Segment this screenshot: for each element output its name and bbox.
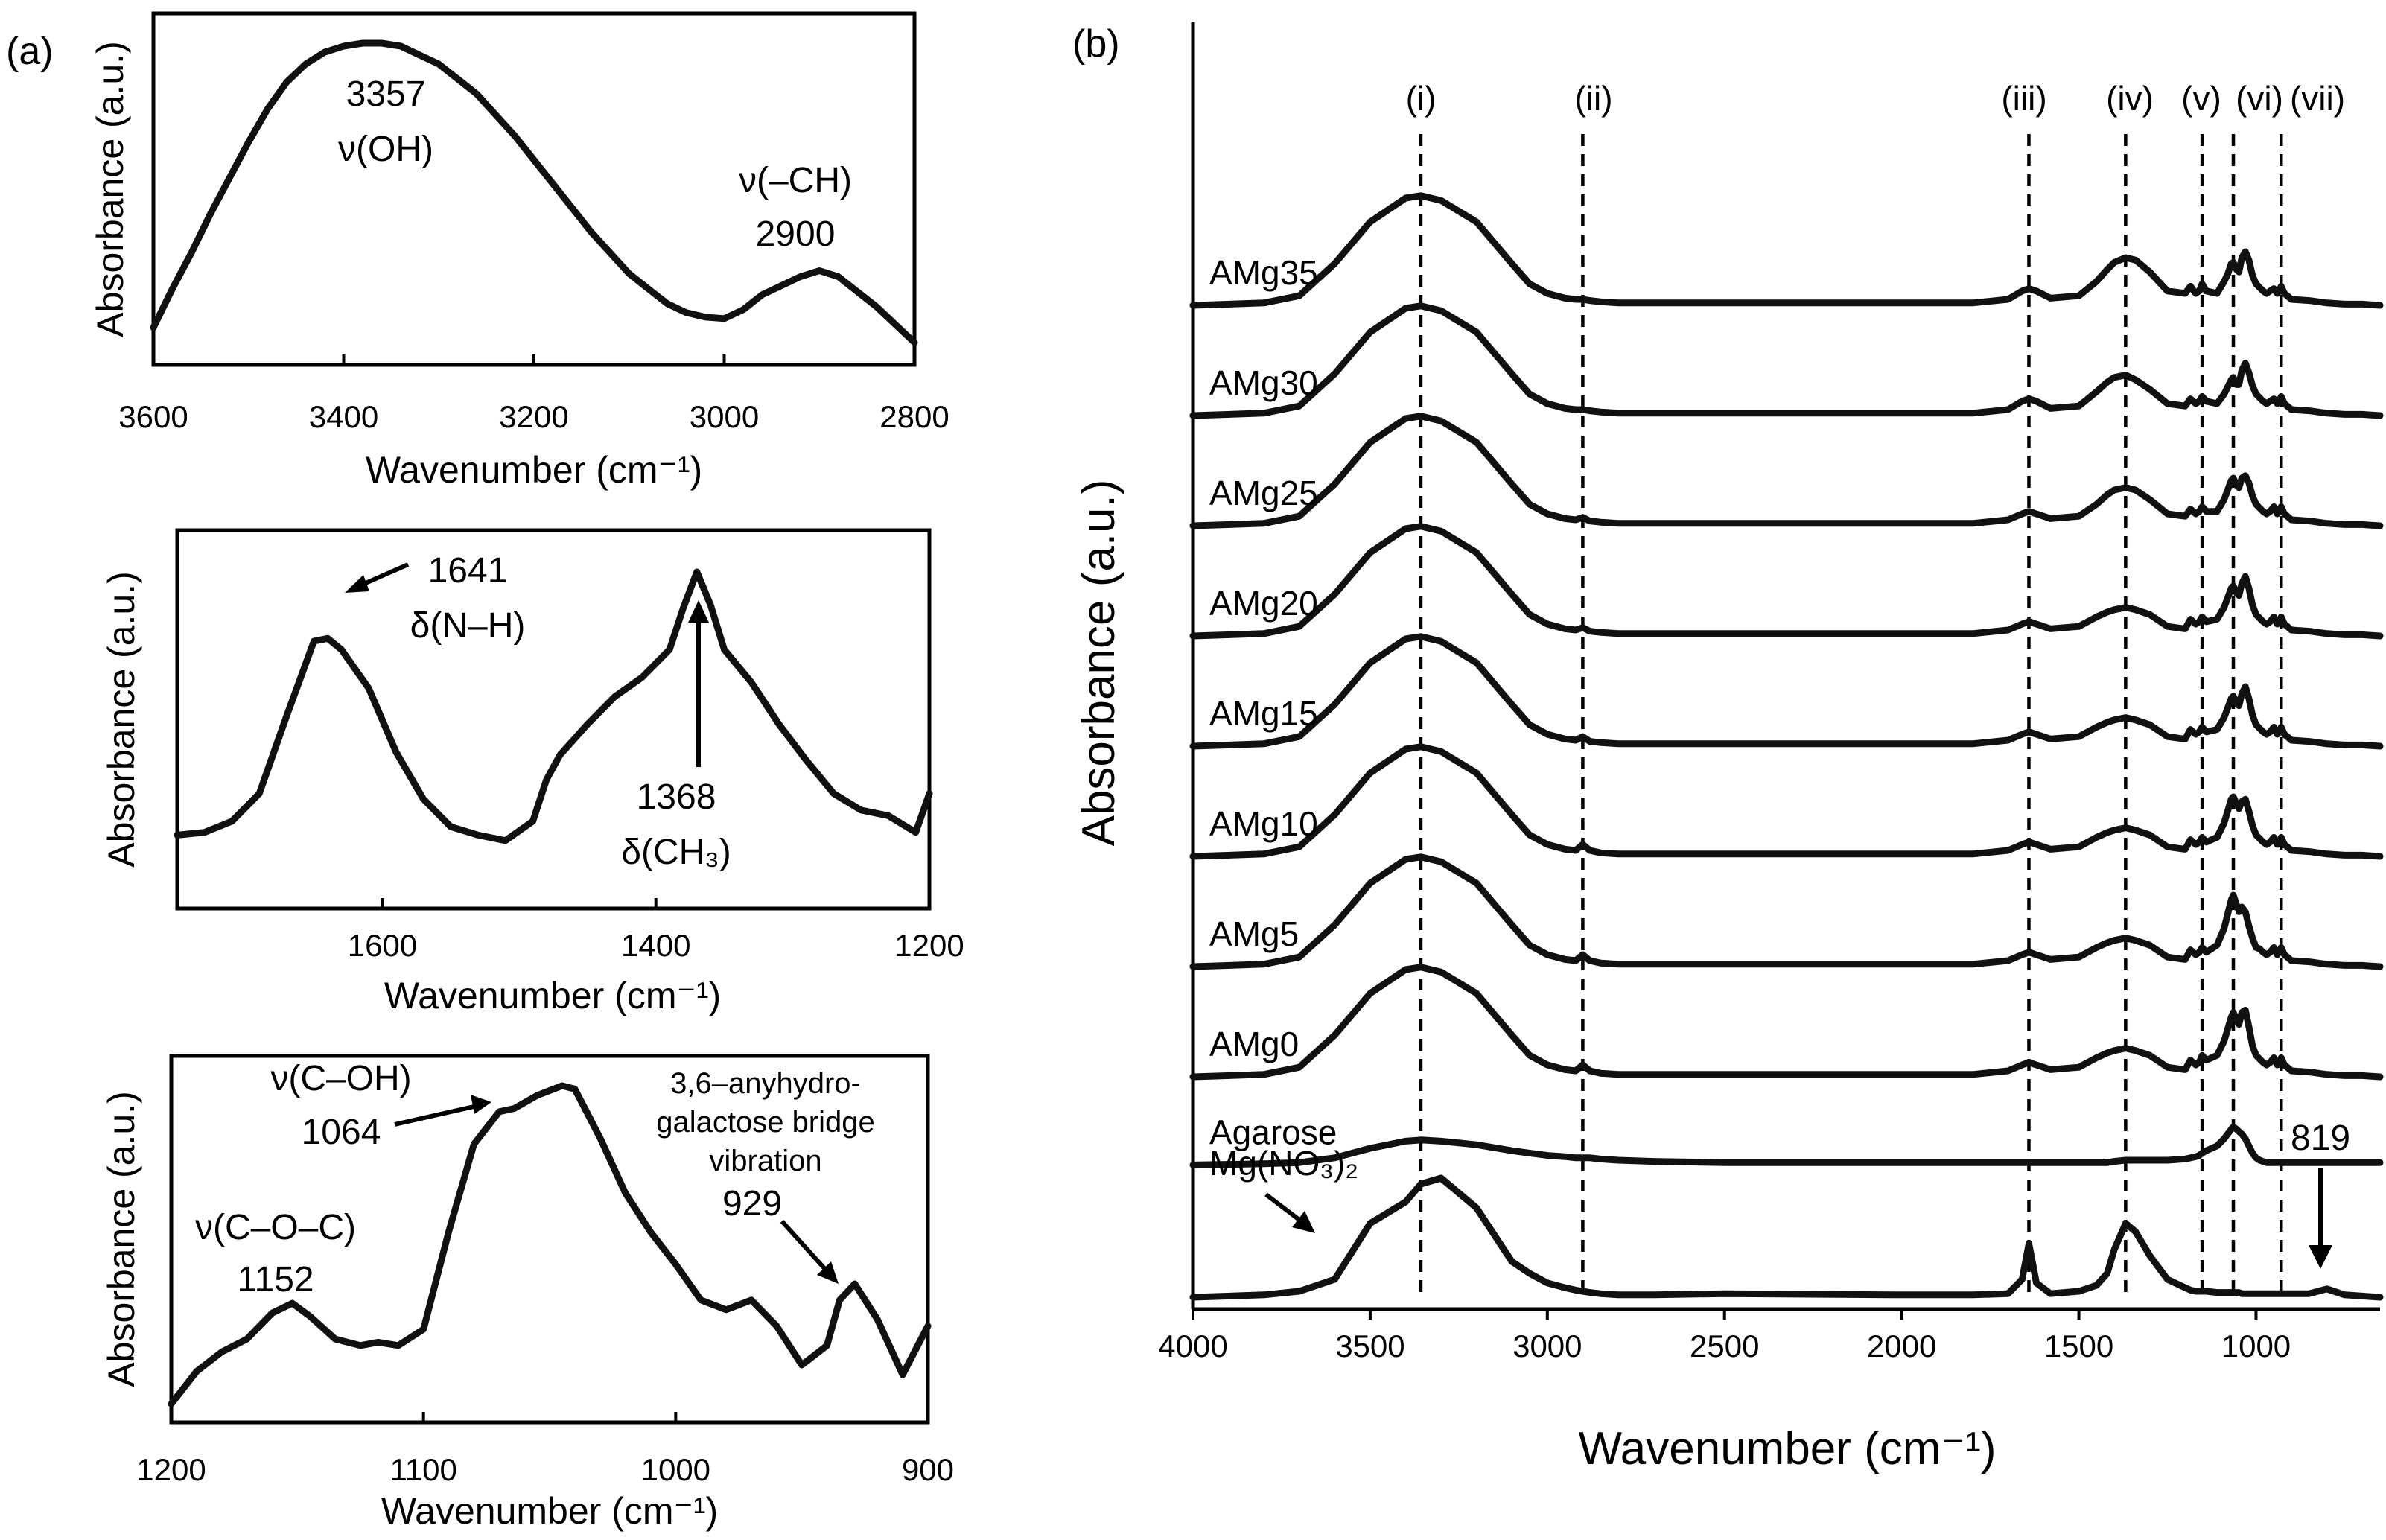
x-tick-label: 2000 bbox=[1867, 1329, 1936, 1364]
annotation-bridge-wavenumber: 929 bbox=[722, 1184, 782, 1224]
x-tick-label: 900 bbox=[902, 1452, 954, 1487]
reference-line-label: (i) bbox=[1406, 79, 1437, 118]
series-label: AMg25 bbox=[1209, 474, 1318, 512]
reference-line-label: (vii) bbox=[2290, 79, 2345, 118]
x-tick-label: 1600 bbox=[348, 928, 417, 963]
y-axis-label: Absorbance (a.u.) bbox=[89, 41, 131, 337]
x-tick-label: 1200 bbox=[894, 928, 964, 963]
arrow-1064 bbox=[394, 1103, 481, 1127]
x-tick-label: 1200 bbox=[136, 1452, 206, 1487]
annotation-coh-label: ν(C–OH) bbox=[270, 1059, 411, 1098]
series-label: AMg20 bbox=[1209, 584, 1318, 623]
spectrum-line bbox=[174, 568, 933, 844]
chart-a3: 1200 1100 1000 900 Absorbance (a.u.) Wavenu… bbox=[101, 1054, 954, 1532]
spectrum-line bbox=[1189, 743, 2384, 860]
x-axis-label: Wavenumber (cm⁻¹) bbox=[1579, 1423, 1997, 1474]
spectrum-line bbox=[1189, 413, 2384, 529]
panel-label-a: (a) bbox=[6, 30, 54, 73]
arrow-mgno3-head bbox=[1292, 1211, 1315, 1233]
x-tick-label: 3000 bbox=[1512, 1329, 1582, 1364]
plot-frame bbox=[169, 1054, 930, 1425]
plot-area: 1200 1100 1000 900 bbox=[136, 1082, 954, 1487]
x-tick-label: 3200 bbox=[499, 399, 568, 434]
x-tick-label: 3500 bbox=[1335, 1329, 1404, 1364]
arrow-819-head bbox=[2309, 1245, 2332, 1269]
annotation-bridge-line2: galactose bridge bbox=[656, 1106, 875, 1139]
x-tick-label: 2800 bbox=[879, 399, 949, 434]
x-tick-label: 1100 bbox=[390, 1452, 457, 1487]
arrow-929 bbox=[780, 1219, 833, 1277]
plot-area: 4000 3500 3000 2500 2000 1500 1000 (i) (ii) (iii)… bbox=[1158, 79, 2384, 1364]
x-tick-label: 2500 bbox=[1690, 1329, 1759, 1364]
annotation-oh-label: ν(OH) bbox=[338, 130, 433, 169]
reference-line-label: (iii) bbox=[2001, 79, 2046, 118]
arrow-1064-head bbox=[471, 1095, 491, 1114]
annotation-nh-label: δ(N–H) bbox=[410, 606, 526, 646]
spectrum-line bbox=[1189, 964, 2384, 1081]
x-axis-label: Wavenumber (cm⁻¹) bbox=[384, 975, 721, 1016]
x-tick-label: 1500 bbox=[2044, 1329, 2113, 1364]
annotation-ch3-wavenumber: 1368 bbox=[637, 777, 716, 817]
series-label: AMg15 bbox=[1209, 694, 1318, 733]
annotation-bridge-line3: vibration bbox=[709, 1145, 821, 1177]
x-tick-label: 4000 bbox=[1158, 1329, 1227, 1364]
annotation-819: 819 bbox=[2291, 1119, 2350, 1158]
spectrum-line bbox=[1189, 633, 2384, 750]
reference-line-label: (v) bbox=[2181, 79, 2221, 118]
annotation-nh-wavenumber: 1641 bbox=[428, 551, 508, 591]
x-tick-label: 3600 bbox=[118, 399, 188, 434]
spectrum-line bbox=[1189, 302, 2384, 419]
spectrum-line bbox=[1189, 853, 2384, 970]
series-label: AMg10 bbox=[1209, 804, 1318, 843]
series-label: AMg0 bbox=[1209, 1025, 1299, 1063]
panel-label-b: (b) bbox=[1072, 22, 1120, 66]
reference-line-label: (iv) bbox=[2106, 79, 2154, 118]
annotation-coc-label: ν(C–O–C) bbox=[195, 1208, 356, 1247]
x-tick-label: 3000 bbox=[690, 399, 759, 434]
reference-line-label: (ii) bbox=[1574, 79, 1612, 118]
x-tick-label: 1000 bbox=[2221, 1329, 2291, 1364]
chart-a1: 3600 3400 3200 3000 2800 Absorbance (a.u.) W… bbox=[89, 11, 949, 491]
spectrum-line bbox=[1189, 1123, 2384, 1168]
x-tick-label: 3400 bbox=[309, 399, 378, 434]
spectrum-line bbox=[1189, 523, 2384, 640]
arrow-mgno3 bbox=[1264, 1192, 1305, 1225]
chart-b: 4000 3500 3000 2500 2000 1500 1000 (i) (ii) (iii)… bbox=[1073, 22, 2384, 1474]
reference-line-label: (vi) bbox=[2236, 79, 2283, 118]
x-tick-label: 1000 bbox=[641, 1452, 710, 1487]
series-label: AMg30 bbox=[1209, 363, 1318, 402]
spectrum-line bbox=[150, 39, 918, 346]
annotation-ch-wavenumber: 2900 bbox=[756, 214, 836, 254]
series-label: Agarose bbox=[1209, 1113, 1337, 1151]
plot-area: 1600 1400 1200 bbox=[174, 568, 964, 963]
annotation-oh-wavenumber: 3357 bbox=[346, 74, 426, 114]
y-axis-label: Absorbance (a.u.) bbox=[1073, 480, 1124, 847]
spectrum-line bbox=[1189, 192, 2384, 309]
arrow-1368-head bbox=[688, 600, 709, 623]
plot-area: 3600 3400 3200 3000 2800 bbox=[118, 39, 949, 434]
x-axis-label: Wavenumber (cm⁻¹) bbox=[381, 1490, 718, 1532]
annotation-coh-wavenumber: 1064 bbox=[302, 1113, 381, 1152]
arrow-1641-head bbox=[345, 575, 369, 593]
series-label: AMg5 bbox=[1209, 914, 1299, 953]
x-tick-label: 1400 bbox=[621, 928, 690, 963]
annotation-bridge-line1: 3,6–anyhydro- bbox=[670, 1067, 861, 1100]
plot-frame bbox=[175, 528, 932, 911]
chart-a2: 1600 1400 1200 Absorbance (a.u.) Wavenumbe… bbox=[101, 528, 964, 1016]
y-axis-label: Absorbance (a.u.) bbox=[101, 571, 142, 867]
series-label: Mg(NO₃)₂ bbox=[1209, 1144, 1358, 1183]
spectrum-line bbox=[168, 1082, 932, 1407]
y-axis-label: Absorbance (a.u.) bbox=[101, 1091, 142, 1387]
arrow-929-head bbox=[817, 1261, 839, 1284]
annotation-ch3-label: δ(CH₃) bbox=[621, 833, 731, 872]
annotation-ch-label: ν(–CH) bbox=[739, 161, 852, 200]
annotation-coc-wavenumber: 1152 bbox=[237, 1260, 314, 1299]
series-label: AMg35 bbox=[1209, 253, 1318, 292]
spectrum-line bbox=[1189, 1174, 2384, 1301]
x-axis-label: Wavenumber (cm⁻¹) bbox=[366, 449, 702, 491]
